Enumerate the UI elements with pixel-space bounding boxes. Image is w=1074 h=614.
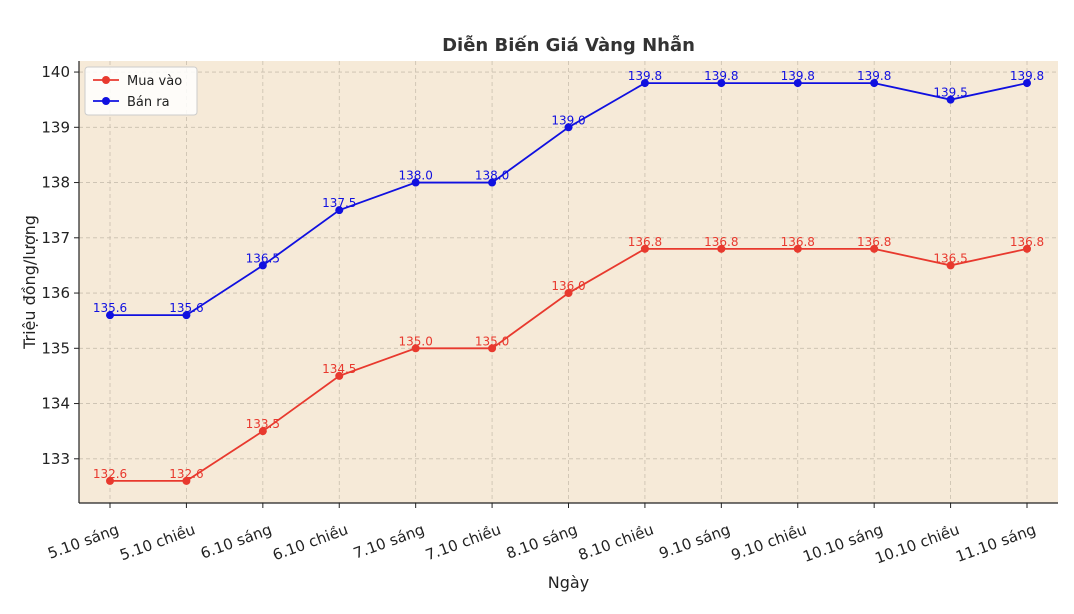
legend-label: Bán ra — [127, 95, 170, 110]
y-tick-label: 136 — [41, 284, 70, 302]
y-tick-label: 138 — [41, 174, 70, 192]
data-point — [488, 178, 497, 187]
data-point — [793, 244, 802, 253]
legend-box — [84, 66, 198, 116]
x-tick-label: 9.10 sáng — [657, 520, 733, 562]
x-tick-label: 5.10 chiều — [117, 520, 197, 564]
data-label: 132.6 — [169, 467, 203, 481]
data-point — [946, 261, 955, 270]
data-point — [182, 476, 191, 485]
data-label: 136.8 — [1010, 235, 1044, 249]
data-label: 139.8 — [857, 69, 891, 83]
data-label: 135.6 — [169, 301, 203, 315]
y-tick-label: 135 — [41, 339, 70, 357]
data-label: 136.8 — [781, 235, 815, 249]
data-label: 138.0 — [475, 169, 509, 183]
x-tick-label: 10.10 chiều — [873, 520, 962, 567]
data-point — [258, 261, 267, 270]
legend-label: Mua vào — [127, 74, 182, 89]
series-2: 135.6 135.6 136.5 137.5 138.0 138.0 139.0 139.8… — [93, 69, 1044, 320]
data-point — [564, 123, 573, 132]
legend-marker — [102, 97, 110, 105]
data-label: 136.5 — [246, 251, 280, 265]
data-label: 136.8 — [628, 235, 662, 249]
x-tick-label: 8.10 sáng — [504, 520, 580, 562]
y-axis-ticks: 133 134 135 136 137 138 139 140 — [41, 63, 79, 468]
data-label: 136.5 — [933, 251, 967, 265]
x-tick-label: 7.10 sáng — [351, 520, 427, 562]
data-point — [106, 311, 114, 320]
data-point — [870, 244, 879, 253]
data-label: 139.8 — [1010, 69, 1044, 83]
x-tick-label: 11.10 sáng — [953, 520, 1038, 566]
y-axis-label: Triệu đồng/lượng — [20, 215, 39, 350]
data-label: 135.0 — [475, 334, 509, 348]
data-point — [1023, 244, 1031, 253]
x-tick-label: 9.10 chiều — [729, 520, 809, 564]
data-point — [640, 79, 649, 88]
data-label: 139.5 — [933, 86, 967, 100]
data-point — [717, 79, 726, 88]
data-point — [106, 476, 114, 485]
series-group: 132.6 132.6 133.5 134.5 135.0 135.0 136.0 136.8… — [93, 69, 1044, 485]
data-label: 139.8 — [704, 69, 738, 83]
data-label: 133.5 — [246, 417, 280, 431]
data-point — [258, 427, 267, 436]
series-1: 132.6 132.6 133.5 134.5 135.0 135.0 136.0 136.8… — [93, 235, 1044, 485]
x-tick-label: 8.10 chiều — [576, 520, 656, 564]
data-point — [946, 95, 955, 104]
data-label: 138.0 — [398, 169, 432, 183]
data-label: 139.0 — [551, 113, 585, 127]
y-tick-label: 140 — [41, 63, 70, 81]
data-label: 134.5 — [322, 362, 356, 376]
x-tick-label: 5.10 sáng — [45, 520, 121, 562]
x-tick-label: 6.10 sáng — [198, 520, 274, 562]
data-label: 136.8 — [704, 235, 738, 249]
data-label: 139.8 — [781, 69, 815, 83]
legend-item: Bán ra — [93, 95, 170, 110]
data-label: 136.8 — [857, 235, 891, 249]
data-point — [793, 79, 802, 88]
x-tick-label: 10.10 sáng — [801, 520, 886, 566]
legend: Mua vào Bán ra — [84, 66, 198, 116]
data-label: 137.5 — [322, 196, 356, 210]
data-point — [182, 311, 191, 320]
data-point — [717, 244, 726, 253]
data-point — [411, 178, 420, 187]
y-tick-label: 137 — [41, 229, 70, 247]
data-point — [640, 244, 649, 253]
data-label: 132.6 — [93, 467, 127, 481]
y-tick-label: 139 — [41, 118, 70, 136]
x-axis-label: Ngày — [548, 573, 589, 592]
legend-item: Mua vào — [93, 74, 182, 89]
data-label: 135.6 — [93, 301, 127, 315]
chart-title: Diễn Biến Giá Vàng Nhẫn — [442, 34, 695, 56]
data-point — [488, 344, 497, 353]
data-label: 136.0 — [551, 279, 585, 293]
data-point — [335, 206, 344, 215]
y-tick-label: 134 — [41, 395, 70, 413]
data-point — [564, 289, 573, 298]
data-label: 139.8 — [628, 69, 662, 83]
data-point — [411, 344, 420, 353]
y-tick-label: 133 — [41, 450, 70, 468]
grid-lines — [79, 61, 1058, 503]
data-point — [1023, 79, 1031, 88]
x-tick-label: 6.10 chiều — [270, 520, 350, 564]
data-label: 135.0 — [398, 334, 432, 348]
data-point — [335, 371, 344, 380]
legend-marker — [102, 76, 110, 84]
data-point — [870, 79, 879, 88]
x-tick-label: 7.10 chiều — [423, 520, 503, 564]
